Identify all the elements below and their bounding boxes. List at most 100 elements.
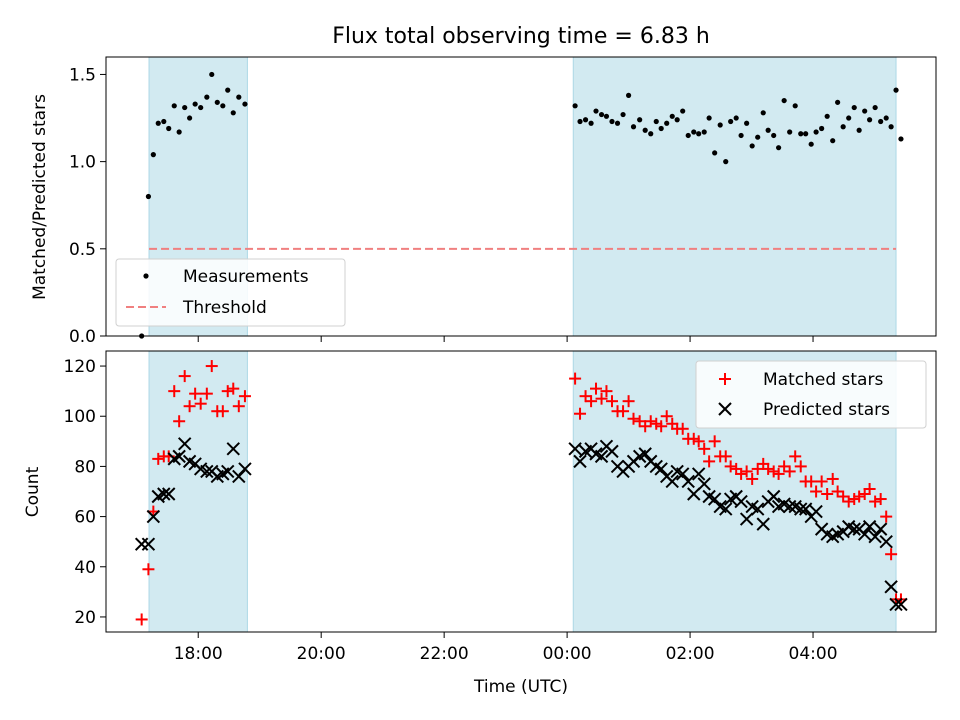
bottom-y-tick-label: 60	[74, 508, 96, 528]
measurement-point	[625, 92, 632, 98]
measurement-point	[653, 118, 659, 125]
measurement-point	[588, 120, 594, 126]
measurement-point	[642, 127, 648, 133]
measurement-point	[182, 104, 188, 111]
measurement-point	[674, 117, 680, 123]
measurement-point	[803, 131, 809, 137]
matched-stars-point	[232, 400, 245, 413]
predicted-stars-point	[172, 449, 186, 464]
predicted-stars-point	[605, 444, 619, 459]
matched-stars-point	[708, 435, 721, 448]
matched-stars-point	[205, 360, 218, 373]
predicted-stars-point	[894, 597, 908, 612]
measurement-point	[781, 97, 787, 104]
matched-stars-point	[783, 465, 796, 478]
measurement-point	[161, 118, 167, 125]
predicted-stars-point	[691, 467, 706, 481]
top-observing-window-1	[572, 56, 897, 337]
legend-matched-marker	[719, 373, 731, 385]
matched-stars-point	[152, 452, 165, 465]
measurement-point	[577, 118, 583, 125]
measurement-point	[851, 104, 857, 111]
measurement-point	[236, 94, 242, 100]
bottom-panel: 20 40 60 80 100 120 18:00 20:00 22:00 00:00 02:00…	[23, 350, 937, 697]
top-panel: 0.0 0.5 1.0 1.5 Matched/Predicted stars Mea…	[30, 56, 937, 347]
predicted-stars-point	[847, 522, 861, 536]
measurement-point	[603, 113, 610, 119]
top-legend-box	[115, 258, 346, 327]
bottom-y-tick-label: 120	[64, 357, 96, 377]
measurement-point	[723, 159, 729, 165]
measurement-point	[192, 101, 198, 107]
x-tick-label: 18:00	[174, 644, 223, 664]
predicted-stars-point	[162, 487, 176, 501]
predicted-stars-point	[681, 474, 695, 489]
predicted-stars-point	[568, 442, 582, 456]
matched-stars-point	[778, 460, 791, 473]
predicted-stars-point	[687, 487, 701, 501]
x-tick-label: 22:00	[420, 644, 469, 664]
measurement-point	[171, 103, 177, 109]
measurement-point	[862, 108, 868, 114]
legend-measurements-marker	[143, 273, 149, 279]
measurement-point	[749, 143, 755, 149]
bottom-legend-box	[695, 360, 927, 429]
bottom-y-axis-label: Count	[23, 466, 43, 517]
measurement-point	[648, 131, 654, 137]
matched-stars-point	[600, 385, 613, 398]
matched-stars-point	[142, 563, 155, 576]
matched-stars-point	[183, 400, 196, 413]
matched-stars-point	[579, 390, 592, 403]
measurement-point	[835, 99, 841, 105]
measurement-point	[582, 117, 589, 123]
measurement-point	[145, 193, 152, 200]
matched-stars-point	[676, 422, 689, 435]
matched-stars-point	[719, 450, 732, 463]
bottom-legend: Matched stars Predicted stars	[695, 360, 927, 429]
predicted-stars-point	[798, 502, 813, 516]
matched-stars-point	[216, 405, 229, 418]
measurement-point	[738, 132, 744, 139]
matched-stars-point	[869, 495, 882, 508]
measurement-point	[664, 120, 670, 126]
measurement-point	[798, 131, 804, 137]
predicted-stars-point	[750, 502, 765, 516]
predicted-stars-point	[573, 454, 587, 469]
legend-matched-label: Matched stars	[763, 370, 883, 390]
matched-stars-point	[569, 372, 582, 385]
top-axes-frame	[105, 56, 937, 337]
measurement-point	[776, 145, 782, 151]
measurement-point	[630, 124, 637, 130]
measurement-point	[225, 87, 231, 93]
matched-stars-point	[644, 415, 657, 428]
measurement-point	[685, 132, 691, 139]
predicted-stars-point	[862, 519, 877, 534]
x-axis-label: Time (UTC)	[473, 677, 568, 697]
measurement-point	[214, 99, 220, 105]
top-x-ticks	[197, 336, 814, 342]
predicted-stars-point	[809, 504, 823, 519]
measurement-point	[808, 141, 814, 147]
matched-stars-point	[863, 482, 876, 495]
x-tick-label: 00:00	[543, 644, 592, 664]
measurement-point	[204, 94, 210, 100]
measurement-point	[792, 103, 798, 109]
bottom-y-tick-label: 20	[74, 608, 96, 628]
measurement-point	[733, 115, 739, 121]
predicted-stars-point	[226, 442, 240, 456]
measurement-point	[187, 115, 193, 121]
matched-stars-point	[590, 382, 603, 395]
matched-stars-point	[178, 370, 191, 383]
matched-stars-point	[173, 415, 186, 428]
legend-measurements-label: Measurements	[183, 267, 309, 287]
matched-stars-point	[595, 392, 608, 405]
measurement-point	[598, 111, 605, 118]
matched-stars-point	[605, 395, 618, 408]
predicted-stars-point	[782, 499, 797, 514]
matched-stars-point	[746, 472, 759, 485]
measurement-point	[819, 125, 825, 132]
measurement-point	[717, 122, 723, 128]
matched-stars-point	[815, 475, 828, 488]
matched-stars-point	[574, 407, 587, 420]
